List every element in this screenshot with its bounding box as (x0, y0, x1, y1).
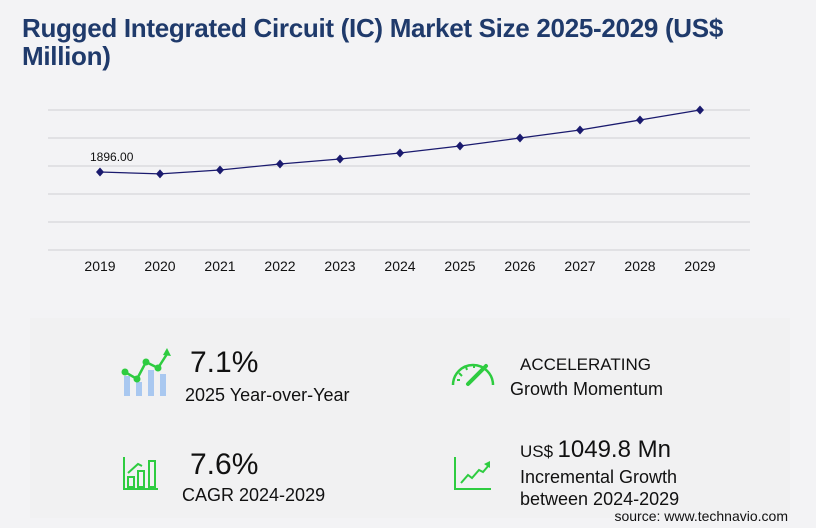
yoy-value: 7.1% (190, 346, 259, 379)
data-point (336, 154, 344, 164)
data-point (276, 159, 284, 169)
x-tick-label: 2026 (504, 258, 535, 274)
data-point (156, 169, 164, 179)
x-tick-label: 2019 (84, 258, 115, 274)
currency-prefix: US$ (520, 442, 554, 461)
data-point (456, 141, 464, 151)
incremental-label-2: between 2024-2029 (520, 489, 680, 509)
x-tick-label: 2022 (264, 258, 295, 274)
trend-up-icon (454, 457, 491, 490)
incremental-label-1: Incremental Growth (520, 467, 678, 487)
data-point (636, 115, 644, 125)
momentum-value: ACCELERATING (520, 355, 651, 374)
speedometer-icon (451, 363, 495, 386)
momentum-label: Growth Momentum (510, 379, 664, 399)
x-tick-label: 2029 (684, 258, 715, 274)
data-point (696, 105, 704, 115)
x-tick-label: 2024 (384, 258, 415, 274)
data-point (216, 165, 224, 175)
bar-chart-icon (123, 457, 158, 490)
data-point (396, 148, 404, 158)
stats-panel (30, 318, 790, 518)
data-label: 1896.00 (90, 150, 134, 164)
x-tick-label: 2027 (564, 258, 595, 274)
incremental-value: US$ 1049.8 Mn (520, 436, 671, 464)
growth-chart-icon (121, 348, 171, 396)
line-chart: 2019 2020 2021 2022 2023 2024 2025 2026 2027 2028… (48, 105, 750, 274)
source-text: source: www.technavio.com (614, 508, 788, 524)
cagr-value: 7.6% (190, 448, 259, 481)
x-tick-label: 2028 (624, 258, 655, 274)
cagr-label: CAGR 2024-2029 (182, 485, 326, 505)
x-tick-label: 2023 (324, 258, 355, 274)
data-point (96, 167, 104, 177)
x-tick-label: 2025 (444, 258, 475, 274)
x-tick-label: 2021 (204, 258, 235, 274)
chart-title: Rugged Integrated Circuit (IC) Market Si… (22, 13, 723, 71)
x-tick-label: 2020 (144, 258, 175, 274)
data-point (576, 125, 584, 135)
series-line (99, 109, 701, 175)
incremental-amount: 1049.8 Mn (557, 436, 671, 463)
yoy-label: 2025 Year-over-Year (185, 385, 350, 405)
data-point (516, 133, 524, 143)
